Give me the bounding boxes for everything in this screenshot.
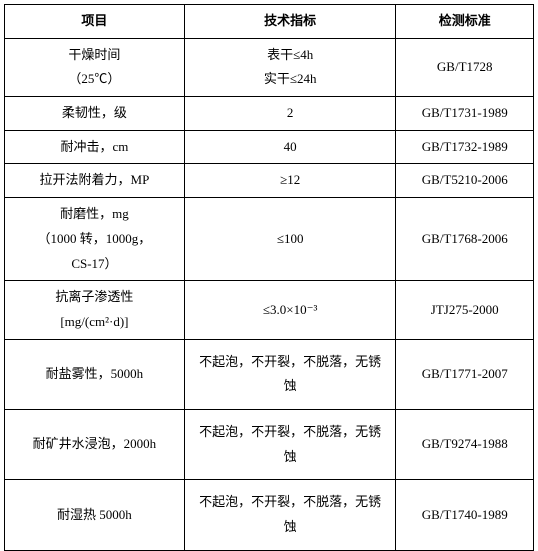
cell-spec: 表干≤4h 实干≤24h bbox=[184, 38, 396, 96]
table-row: 柔韧性，级 2 GB/T1731-1989 bbox=[5, 97, 534, 131]
cell-item-line: 拉开法附着力，MP bbox=[40, 172, 150, 187]
cell-item: 干燥时间 （25℃） bbox=[5, 38, 185, 96]
table-row: 耐矿井水浸泡，2000h不起泡，不开裂，不脱落，无锈蚀GB/T9274-1988 bbox=[5, 409, 534, 479]
cell-standard: GB/T5210-2006 bbox=[396, 164, 534, 198]
cell-item-line: 耐磨性，mg bbox=[60, 206, 129, 221]
cell-item: 耐湿热 5000h bbox=[5, 480, 185, 550]
cell-item: 耐冲击，cm bbox=[5, 130, 185, 164]
cell-spec: ≤3.0×10⁻³ bbox=[184, 281, 396, 339]
table-row: 拉开法附着力，MP ≥12 GB/T5210-2006 bbox=[5, 164, 534, 198]
cell-item: 耐盐雾性，5000h bbox=[5, 339, 185, 409]
cell-item-line: [mg/(cm²·d)] bbox=[60, 314, 128, 329]
table-row: 干燥时间 （25℃） 表干≤4h 实干≤24h GB/T1728 bbox=[5, 38, 534, 96]
cell-standard: GB/T1771-2007 bbox=[396, 339, 534, 409]
cell-item: 柔韧性，级 bbox=[5, 97, 185, 131]
cell-item: 抗离子渗透性 [mg/(cm²·d)] bbox=[5, 281, 185, 339]
cell-item: 耐矿井水浸泡，2000h bbox=[5, 409, 185, 479]
cell-item-line: 耐矿井水浸泡，2000h bbox=[33, 436, 157, 451]
cell-item-line: 干燥时间 bbox=[68, 47, 120, 62]
table-row: 耐湿热 5000h不起泡，不开裂，不脱落，无锈蚀GB/T1740-1989 bbox=[5, 480, 534, 550]
table-row: 抗离子渗透性 [mg/(cm²·d)] ≤3.0×10⁻³ JTJ275-2000 bbox=[5, 281, 534, 339]
cell-spec-line: ≥12 bbox=[280, 172, 300, 187]
cell-standard: GB/T1740-1989 bbox=[396, 480, 534, 550]
cell-spec: ≥12 bbox=[184, 164, 396, 198]
cell-spec-line: 不起泡，不开裂，不脱落，无锈 bbox=[199, 424, 381, 439]
cell-standard: GB/T9274-1988 bbox=[396, 409, 534, 479]
cell-item-line: （25℃） bbox=[68, 71, 120, 86]
cell-item-line: （1000 转，1000g， bbox=[38, 231, 152, 246]
table-row: 耐磨性，mg （1000 转，1000g， CS-17） ≤100 GB/T1768-2… bbox=[5, 198, 534, 281]
table-row: 耐盐雾性，5000h不起泡，不开裂，不脱落，无锈蚀GB/T1771-2007 bbox=[5, 339, 534, 409]
cell-spec-line: ≤3.0×10⁻³ bbox=[263, 302, 317, 317]
cell-spec-line: 不起泡，不开裂，不脱落，无锈 bbox=[199, 354, 381, 369]
cell-spec-line: 蚀 bbox=[284, 519, 297, 534]
cell-spec-line: 蚀 bbox=[284, 449, 297, 464]
header-standard: 检测标准 bbox=[396, 5, 534, 39]
cell-spec-line: 40 bbox=[284, 139, 297, 154]
cell-item-line: 耐盐雾性，5000h bbox=[46, 366, 144, 381]
table-header-row: 项目 技术指标 检测标准 bbox=[5, 5, 534, 39]
cell-standard: GB/T1728 bbox=[396, 38, 534, 96]
header-spec: 技术指标 bbox=[184, 5, 396, 39]
cell-spec: 40 bbox=[184, 130, 396, 164]
cell-spec: 不起泡，不开裂，不脱落，无锈蚀 bbox=[184, 339, 396, 409]
cell-spec-line: ≤100 bbox=[277, 231, 304, 246]
cell-standard: GB/T1768-2006 bbox=[396, 198, 534, 281]
cell-spec: ≤100 bbox=[184, 198, 396, 281]
cell-spec-line: 表干≤4h bbox=[267, 47, 313, 62]
spec-table: 项目 技术指标 检测标准 干燥时间 （25℃） 表干≤4h 实干≤24h GB/T172… bbox=[4, 4, 534, 551]
cell-standard: GB/T1731-1989 bbox=[396, 97, 534, 131]
cell-spec-line: 蚀 bbox=[284, 378, 297, 393]
cell-standard: GB/T1732-1989 bbox=[396, 130, 534, 164]
cell-spec-line: 实干≤24h bbox=[264, 71, 317, 86]
cell-item-line: CS-17） bbox=[71, 256, 117, 271]
cell-item-line: 抗离子渗透性 bbox=[55, 289, 133, 304]
cell-item-line: 耐冲击，cm bbox=[60, 139, 128, 154]
cell-standard: JTJ275-2000 bbox=[396, 281, 534, 339]
cell-spec: 不起泡，不开裂，不脱落，无锈蚀 bbox=[184, 480, 396, 550]
cell-item: 耐磨性，mg （1000 转，1000g， CS-17） bbox=[5, 198, 185, 281]
cell-spec: 2 bbox=[184, 97, 396, 131]
header-item: 项目 bbox=[5, 5, 185, 39]
cell-item: 拉开法附着力，MP bbox=[5, 164, 185, 198]
cell-spec: 不起泡，不开裂，不脱落，无锈蚀 bbox=[184, 409, 396, 479]
table-row: 耐冲击，cm 40 GB/T1732-1989 bbox=[5, 130, 534, 164]
cell-item-line: 耐湿热 5000h bbox=[57, 507, 132, 522]
cell-item-line: 柔韧性，级 bbox=[62, 105, 127, 120]
cell-spec-line: 不起泡，不开裂，不脱落，无锈 bbox=[199, 494, 381, 509]
cell-spec-line: 2 bbox=[287, 105, 294, 120]
